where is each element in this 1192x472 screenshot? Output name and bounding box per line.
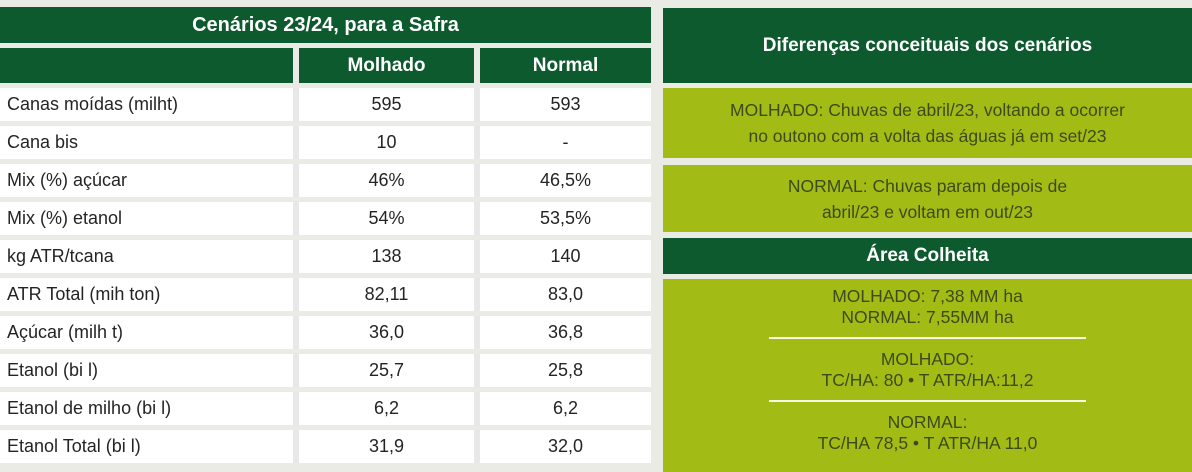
scenario-notes-panel: Diferenças conceituais dos cenários MOLH… (663, 8, 1192, 472)
cell-normal: 36,8 (480, 316, 651, 349)
row-label: Mix (%) açúcar (0, 164, 293, 197)
table-row: Mix (%) açúcar 46% 46,5% (0, 164, 651, 197)
cell-normal: 83,0 (480, 278, 651, 311)
table-row: Etanol (bi l) 25,7 25,8 (0, 354, 651, 387)
table-row: ATR Total (mih ton) 82,11 83,0 (0, 278, 651, 311)
cell-molhado: 10 (299, 126, 474, 159)
cell-normal: 46,5% (480, 164, 651, 197)
row-label: kg ATR/tcana (0, 240, 293, 273)
column-header-normal: Normal (480, 48, 651, 83)
panel-header: Diferenças conceituais dos cenários (663, 8, 1192, 83)
cell-molhado: 82,11 (299, 278, 474, 311)
cell-normal: 140 (480, 240, 651, 273)
row-label: Canas moídas (milht) (0, 88, 293, 121)
cell-normal: - (480, 126, 651, 159)
molhado-description-line1: MOLHADO: Chuvas de abril/23, voltando a … (730, 100, 1125, 120)
normal-description-box: NORMAL: Chuvas param depois de abril/23 … (663, 165, 1192, 232)
table-row: Canas moídas (milht) 595 593 (0, 88, 651, 121)
area-normal-value: NORMAL: 7,55MM ha (841, 307, 1014, 327)
row-label: Cana bis (0, 126, 293, 159)
table-row: Etanol Total (bi l) 31,9 32,0 (0, 430, 651, 463)
area-colheita-header: Área Colheita (663, 238, 1192, 274)
column-header-molhado: Molhado (299, 48, 474, 83)
row-label: Mix (%) etanol (0, 202, 293, 235)
table-body: Canas moídas (milht) 595 593 Cana bis 10- Mix… (0, 88, 651, 463)
molhado-description-line2: no outono com a volta das águas já em se… (748, 126, 1107, 146)
cell-normal: 6,2 (480, 392, 651, 425)
cell-molhado: 595 (299, 88, 474, 121)
row-label: Etanol Total (bi l) (0, 430, 293, 463)
molhado-description-box: MOLHADO: Chuvas de abril/23, voltando a … (663, 88, 1192, 158)
divider-line (768, 337, 1087, 339)
table-title: Cenários 23/24, para a Safra (0, 7, 651, 43)
normal-yield-title: NORMAL: (887, 412, 968, 432)
normal-yield-detail: TC/HA 78,5 • T ATR/HA 11,0 (817, 433, 1038, 453)
molhado-yield-detail: TC/HA: 80 • T ATR/HA:11,2 (821, 370, 1034, 390)
cell-normal: 32,0 (480, 430, 651, 463)
cell-normal: 593 (480, 88, 651, 121)
cell-molhado: 46% (299, 164, 474, 197)
cell-normal: 53,5% (480, 202, 651, 235)
row-label: Etanol (bi l) (0, 354, 293, 387)
scenarios-table: Cenários 23/24, para a Safra Molhado Nor… (0, 7, 651, 463)
row-label: Etanol de milho (bi l) (0, 392, 293, 425)
area-molhado-value: MOLHADO: 7,38 MM ha (832, 286, 1023, 306)
row-label: Açúcar (milh t) (0, 316, 293, 349)
area-colheita-box: MOLHADO: 7,38 MM ha NORMAL: 7,55MM ha MO… (663, 279, 1192, 472)
molhado-yield-title: MOLHADO: (880, 349, 975, 369)
cell-molhado: 138 (299, 240, 474, 273)
divider-line (768, 400, 1087, 402)
row-label: ATR Total (mih ton) (0, 278, 293, 311)
cell-molhado: 54% (299, 202, 474, 235)
cell-molhado: 36,0 (299, 316, 474, 349)
table-row: Etanol de milho (bi l) 6,2 6,2 (0, 392, 651, 425)
table-row: Mix (%) etanol 54% 53,5% (0, 202, 651, 235)
cell-normal: 25,8 (480, 354, 651, 387)
table-header-row: Molhado Normal (0, 48, 651, 83)
table-row: Cana bis 10- (0, 126, 651, 159)
table-row: kg ATR/tcana 138 140 (0, 240, 651, 273)
normal-description-line2: abril/23 e voltam em out/23 (821, 201, 1034, 222)
normal-description-line1: NORMAL: Chuvas param depois de (787, 175, 1068, 196)
table-header-corner (0, 48, 293, 83)
cell-molhado: 25,7 (299, 354, 474, 387)
cell-molhado: 6,2 (299, 392, 474, 425)
cell-molhado: 31,9 (299, 430, 474, 463)
table-row: Açúcar (milh t) 36,0 36,8 (0, 316, 651, 349)
